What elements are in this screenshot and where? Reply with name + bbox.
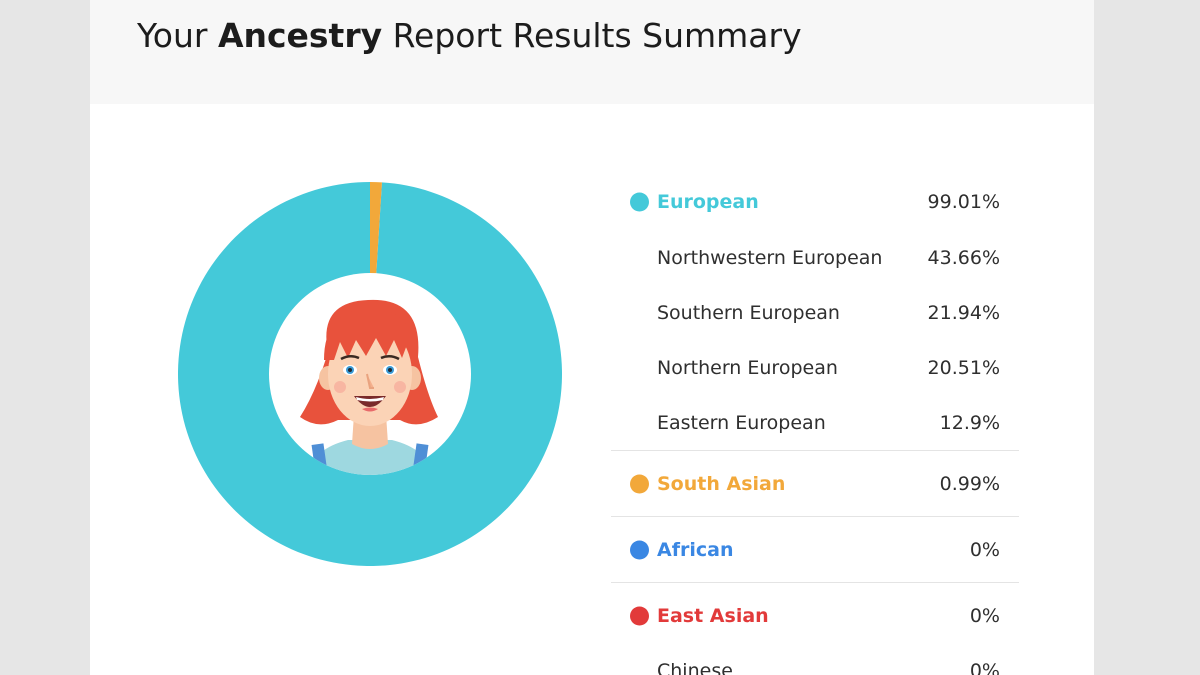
sub-region-label: Southern European	[657, 301, 840, 324]
sub-region-percent: 20.51%	[927, 356, 1000, 379]
ancestry-donut-chart	[178, 182, 562, 566]
sub-region-percent: 43.66%	[927, 246, 1000, 269]
east-asian-color-dot	[630, 606, 649, 625]
list-item-african[interactable]: African 0%	[611, 516, 1019, 582]
east-asian-label: East Asian	[657, 604, 769, 627]
african-label: African	[657, 538, 734, 561]
sub-region-percent: 21.94%	[927, 301, 1000, 324]
sub-region-label: Northern European	[657, 356, 838, 379]
list-item-chinese[interactable]: Chinese 0%	[611, 648, 1019, 675]
report-header: Your Ancestry Report Results Summary	[90, 0, 1094, 104]
sub-region-label: Northwestern European	[657, 246, 883, 269]
title-bold: Ancestry	[217, 16, 383, 55]
list-item-southern-european[interactable]: Southern European 21.94%	[611, 285, 1019, 340]
list-item-northern-european[interactable]: Northern European 20.51%	[611, 340, 1019, 395]
report-card: Your Ancestry Report Results Summary	[90, 0, 1094, 675]
list-item-european[interactable]: European 99.01%	[611, 174, 1019, 230]
sub-region-percent: 12.9%	[939, 411, 1000, 434]
sub-region-percent: 0%	[969, 660, 1000, 675]
european-label: European	[657, 191, 759, 213]
south-asian-percent: 0.99%	[939, 472, 1000, 495]
list-item-south-asian[interactable]: South Asian 0.99%	[611, 450, 1019, 516]
list-item-eastern-european[interactable]: Eastern European 12.9%	[611, 395, 1019, 450]
european-percent: 99.01%	[927, 191, 1000, 213]
south-asian-color-dot	[630, 474, 649, 493]
south-asian-label: South Asian	[657, 472, 786, 495]
east-asian-percent: 0%	[969, 604, 1000, 627]
title-suffix: Report Results Summary	[382, 16, 802, 55]
sub-region-label: Eastern European	[657, 411, 826, 434]
title-prefix: Your	[137, 16, 218, 55]
african-color-dot	[630, 540, 649, 559]
list-item-northwestern-european[interactable]: Northwestern European 43.66%	[611, 230, 1019, 285]
page-title: Your Ancestry Report Results Summary	[137, 16, 802, 55]
european-color-dot	[630, 192, 649, 212]
sub-region-label: Chinese	[657, 660, 733, 675]
african-percent: 0%	[969, 538, 1000, 561]
list-item-east-asian[interactable]: East Asian 0%	[611, 582, 1019, 648]
ancestry-breakdown-list: European 99.01% Northwestern European 43…	[611, 174, 1019, 675]
